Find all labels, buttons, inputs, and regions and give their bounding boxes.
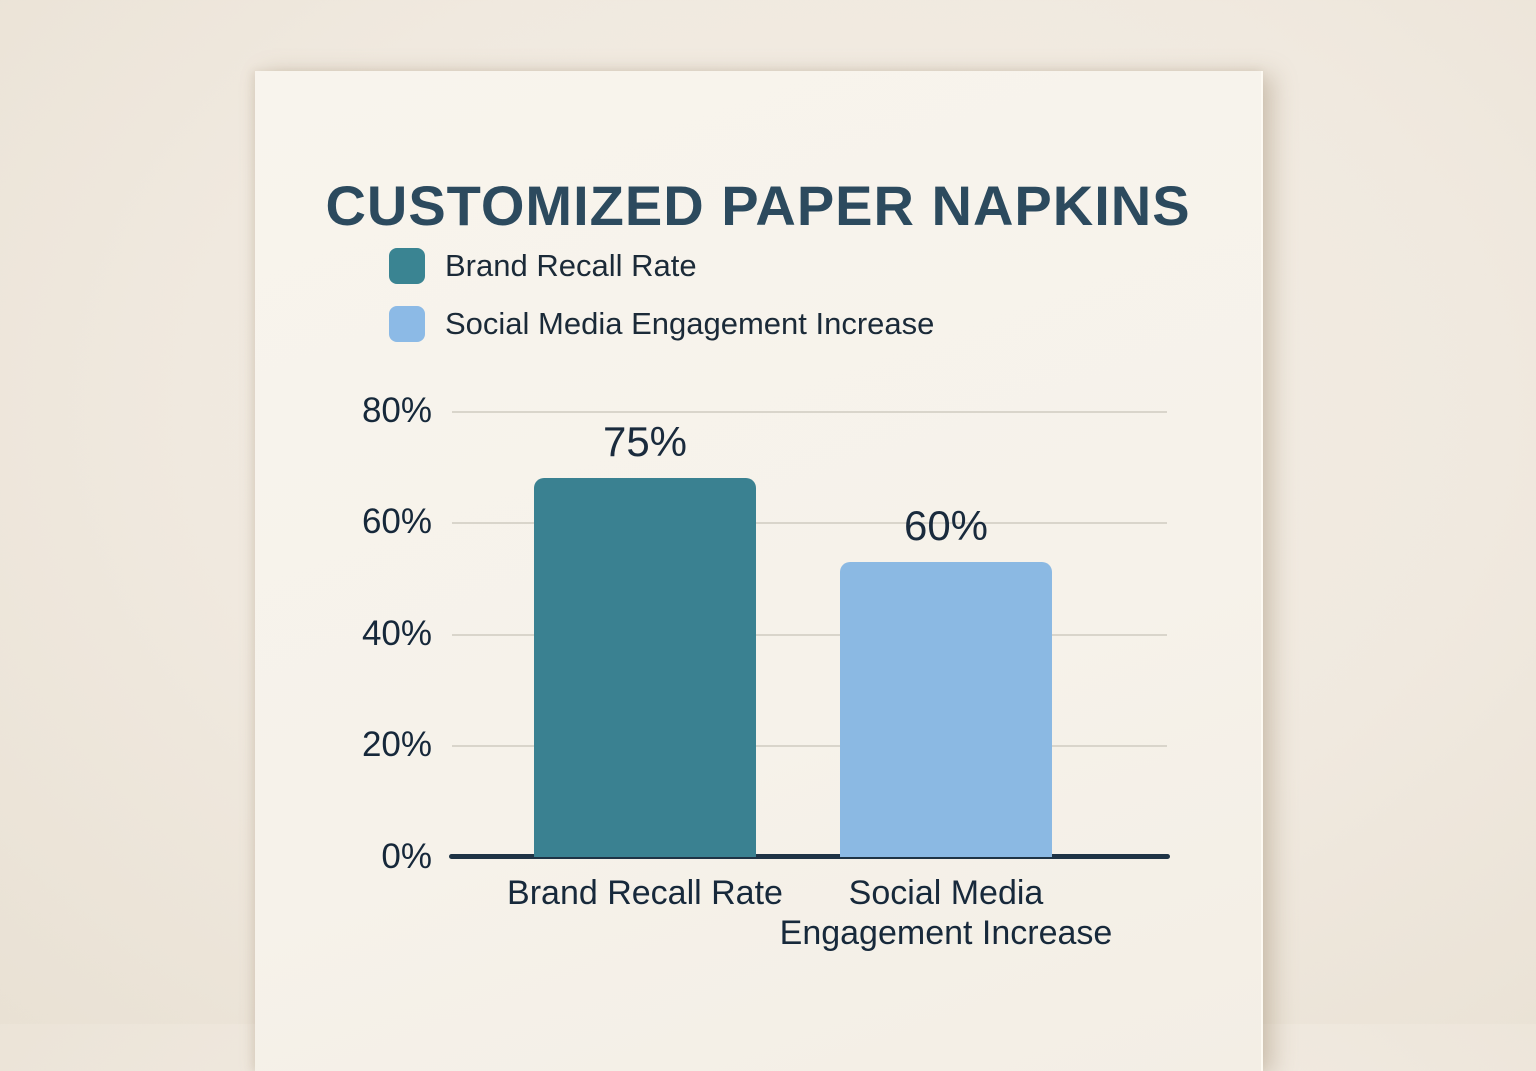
legend-swatch-blue (389, 306, 425, 342)
y-axis-tick-label: 40% (361, 614, 432, 653)
x-axis-line (449, 854, 1170, 859)
bar-brand-recall (534, 477, 756, 857)
legend-label: Social Media Engagement Increase (445, 306, 935, 341)
y-axis-tick-label: 20% (361, 725, 432, 764)
bar-chart-plot-area: 80% 60% 40% 20% 0% 75% 60% Brand Recall … (362, 391, 1170, 952)
x-tick-line: Engagement Increase (779, 914, 1113, 953)
bar-value-label: 75% (602, 417, 688, 465)
bar-column-brand-recall: 75% (534, 411, 756, 857)
x-tick-line: Brand Recall Rate (507, 874, 783, 912)
poster-paper: CUSTOMIZED PAPER NAPKINS Brand Recall Ra… (255, 71, 1263, 1071)
legend-item-social-media: Social Media Engagement Increase (389, 306, 934, 342)
chart-legend: Brand Recall Rate Social Media Engagemen… (389, 248, 934, 364)
y-axis-tick-label: 0% (381, 837, 432, 876)
y-axis-tick-label: 80% (361, 391, 432, 430)
gridline-40 (452, 634, 1167, 636)
y-axis-tick-label: 60% (361, 502, 432, 541)
x-tick-line: Social Media (848, 874, 1044, 912)
bar-social-media (840, 561, 1052, 857)
legend-swatch-teal (389, 248, 425, 284)
legend-label: Brand Recall Rate (445, 248, 697, 283)
x-axis-tick-label-social-media: Social Media Engagement Increase (756, 873, 1136, 953)
bar-column-social-media: 60% (840, 411, 1052, 857)
legend-item-brand-recall: Brand Recall Rate (389, 248, 934, 284)
gridline-60 (452, 522, 1167, 524)
bar-value-label: 60% (903, 501, 989, 549)
x-axis-tick-label-brand-recall: Brand Recall Rate (455, 873, 835, 913)
gridline-20 (452, 745, 1167, 747)
gridline-80 (452, 411, 1167, 413)
page-title: CUSTOMIZED PAPER NAPKINS (325, 173, 1191, 237)
